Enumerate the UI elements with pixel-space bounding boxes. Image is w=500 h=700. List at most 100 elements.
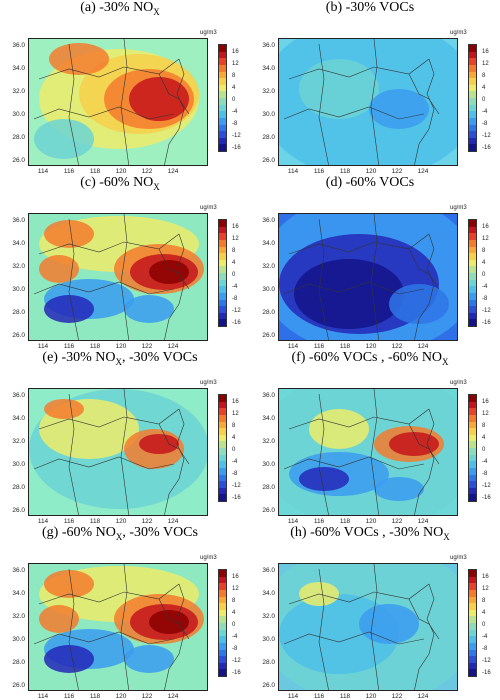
colorbar-segment (469, 259, 476, 267)
colorbar-segment (469, 642, 476, 650)
x-tick-label: 114 (37, 168, 49, 175)
unit-label: ug/m3 (200, 380, 217, 386)
x-tick-label: 124 (167, 168, 179, 175)
unit-label: ug/m3 (200, 30, 217, 36)
unit-label: ug/m3 (450, 380, 467, 386)
colorbar-segment (469, 279, 476, 287)
map-panel: (d) -60% VOCs ug/m3 36.0 34.0 32.0 30.0 28.0 26… (250, 175, 500, 350)
boundary-line (68, 43, 79, 165)
colorbar-segment (219, 111, 226, 118)
colorbar-label: 16 (232, 224, 239, 230)
colorbar-segment (469, 124, 476, 132)
boundary-line (414, 408, 435, 515)
panel-title: (b) -30% VOCs (325, 0, 415, 15)
x-tick-label: 120 (115, 343, 127, 350)
colorbar-segment (219, 64, 226, 72)
concentration-patch (44, 295, 94, 323)
x-tick-label: 122 (141, 693, 153, 700)
y-tick-label: 28.0 (12, 309, 25, 316)
x-tick-label: 116 (313, 693, 325, 700)
colorbar-segment (219, 603, 226, 610)
map-panel: (b) -30% VOCs ug/m3 36.0 34.0 32.0 30.0 28.0 26… (250, 0, 500, 175)
colorbar-segment (469, 266, 476, 273)
colorbar-segment (469, 467, 476, 475)
boundary-line (318, 393, 329, 515)
boundary-line (288, 408, 430, 430)
colorbar (468, 394, 477, 502)
colorbar (468, 569, 477, 677)
x-tick-label: 120 (365, 343, 377, 350)
colorbar-segment (219, 481, 226, 488)
colorbar-label: -12 (482, 483, 491, 489)
colorbar-label: 8 (232, 248, 236, 254)
colorbar-segment (469, 434, 476, 442)
y-tick-label: 34.0 (12, 415, 25, 422)
colorbar-segment (469, 319, 476, 326)
colorbar-label: 12 (232, 586, 239, 592)
colorbar-segment (469, 421, 476, 429)
colorbar-segment (219, 98, 226, 105)
x-tick-label: 116 (63, 168, 75, 175)
x-tick-label: 116 (63, 343, 75, 350)
colorbar-segment (219, 306, 226, 313)
boundary-line (68, 393, 79, 515)
x-tick-label: 118 (339, 693, 351, 700)
y-tick-label: 28.0 (262, 309, 275, 316)
boundary-line (283, 281, 425, 295)
x-tick-label: 122 (391, 518, 403, 525)
boundary-line (164, 58, 185, 165)
unit-label: ug/m3 (450, 555, 467, 561)
boundary-line (318, 218, 329, 340)
colorbar-segment (469, 84, 476, 92)
boundary-line (120, 39, 130, 165)
y-tick-label: 34.0 (262, 590, 275, 597)
y-tick-label: 26.0 (12, 682, 25, 689)
colorbar-label: -4 (482, 634, 488, 640)
concentration-patch (44, 399, 84, 419)
x-tick-label: 122 (391, 343, 403, 350)
colorbar-label: -8 (232, 121, 238, 127)
panel-title: (d) -60% VOCs (325, 175, 415, 190)
y-tick-label: 32.0 (12, 438, 25, 445)
colorbar-label: -8 (482, 471, 488, 477)
colorbar-segment (219, 266, 226, 273)
y-tick-label: 32.0 (262, 88, 275, 95)
colorbar-segment (219, 596, 226, 604)
colorbar-segment (469, 603, 476, 610)
colorbar-label: 4 (232, 85, 236, 91)
boundary-line (164, 583, 185, 690)
unit-label: ug/m3 (450, 205, 467, 211)
unit-label: ug/m3 (450, 30, 467, 36)
colorbar-segment (219, 421, 226, 429)
x-tick-label: 114 (287, 168, 299, 175)
boundary-line (33, 456, 175, 470)
colorbar-segment (469, 474, 476, 482)
colorbar-segment (469, 312, 476, 320)
panel-title: (c) -60% NOX (80, 175, 160, 192)
colorbar-segment (219, 474, 226, 482)
colorbar-label: 8 (232, 423, 236, 429)
colorbar-label: 12 (482, 411, 489, 417)
colorbar-label: 8 (482, 423, 486, 429)
colorbar-segment (469, 428, 476, 435)
panel-title: (g) -60% NOX, -30% VOCs (42, 525, 198, 542)
colorbar-segment (469, 78, 476, 85)
colorbar-segment (219, 220, 226, 227)
colorbar-segment (469, 239, 476, 247)
concentration-patch (369, 89, 429, 129)
boundary-line (288, 583, 430, 605)
colorbar-segment (469, 233, 476, 240)
boundary-line (33, 281, 175, 295)
concentration-patch (359, 604, 419, 644)
colorbar-segment (219, 662, 226, 670)
colorbar-label: 12 (232, 411, 239, 417)
y-tick-label: 36.0 (262, 567, 275, 574)
boundary-line (38, 408, 180, 430)
colorbar-segment (469, 131, 476, 138)
colorbar-segment (469, 583, 476, 590)
y-tick-label: 28.0 (12, 134, 25, 141)
colorbar-segment (469, 51, 476, 59)
colorbar-segment (219, 253, 226, 260)
x-tick-label: 122 (391, 693, 403, 700)
colorbar-label: -16 (482, 670, 491, 676)
